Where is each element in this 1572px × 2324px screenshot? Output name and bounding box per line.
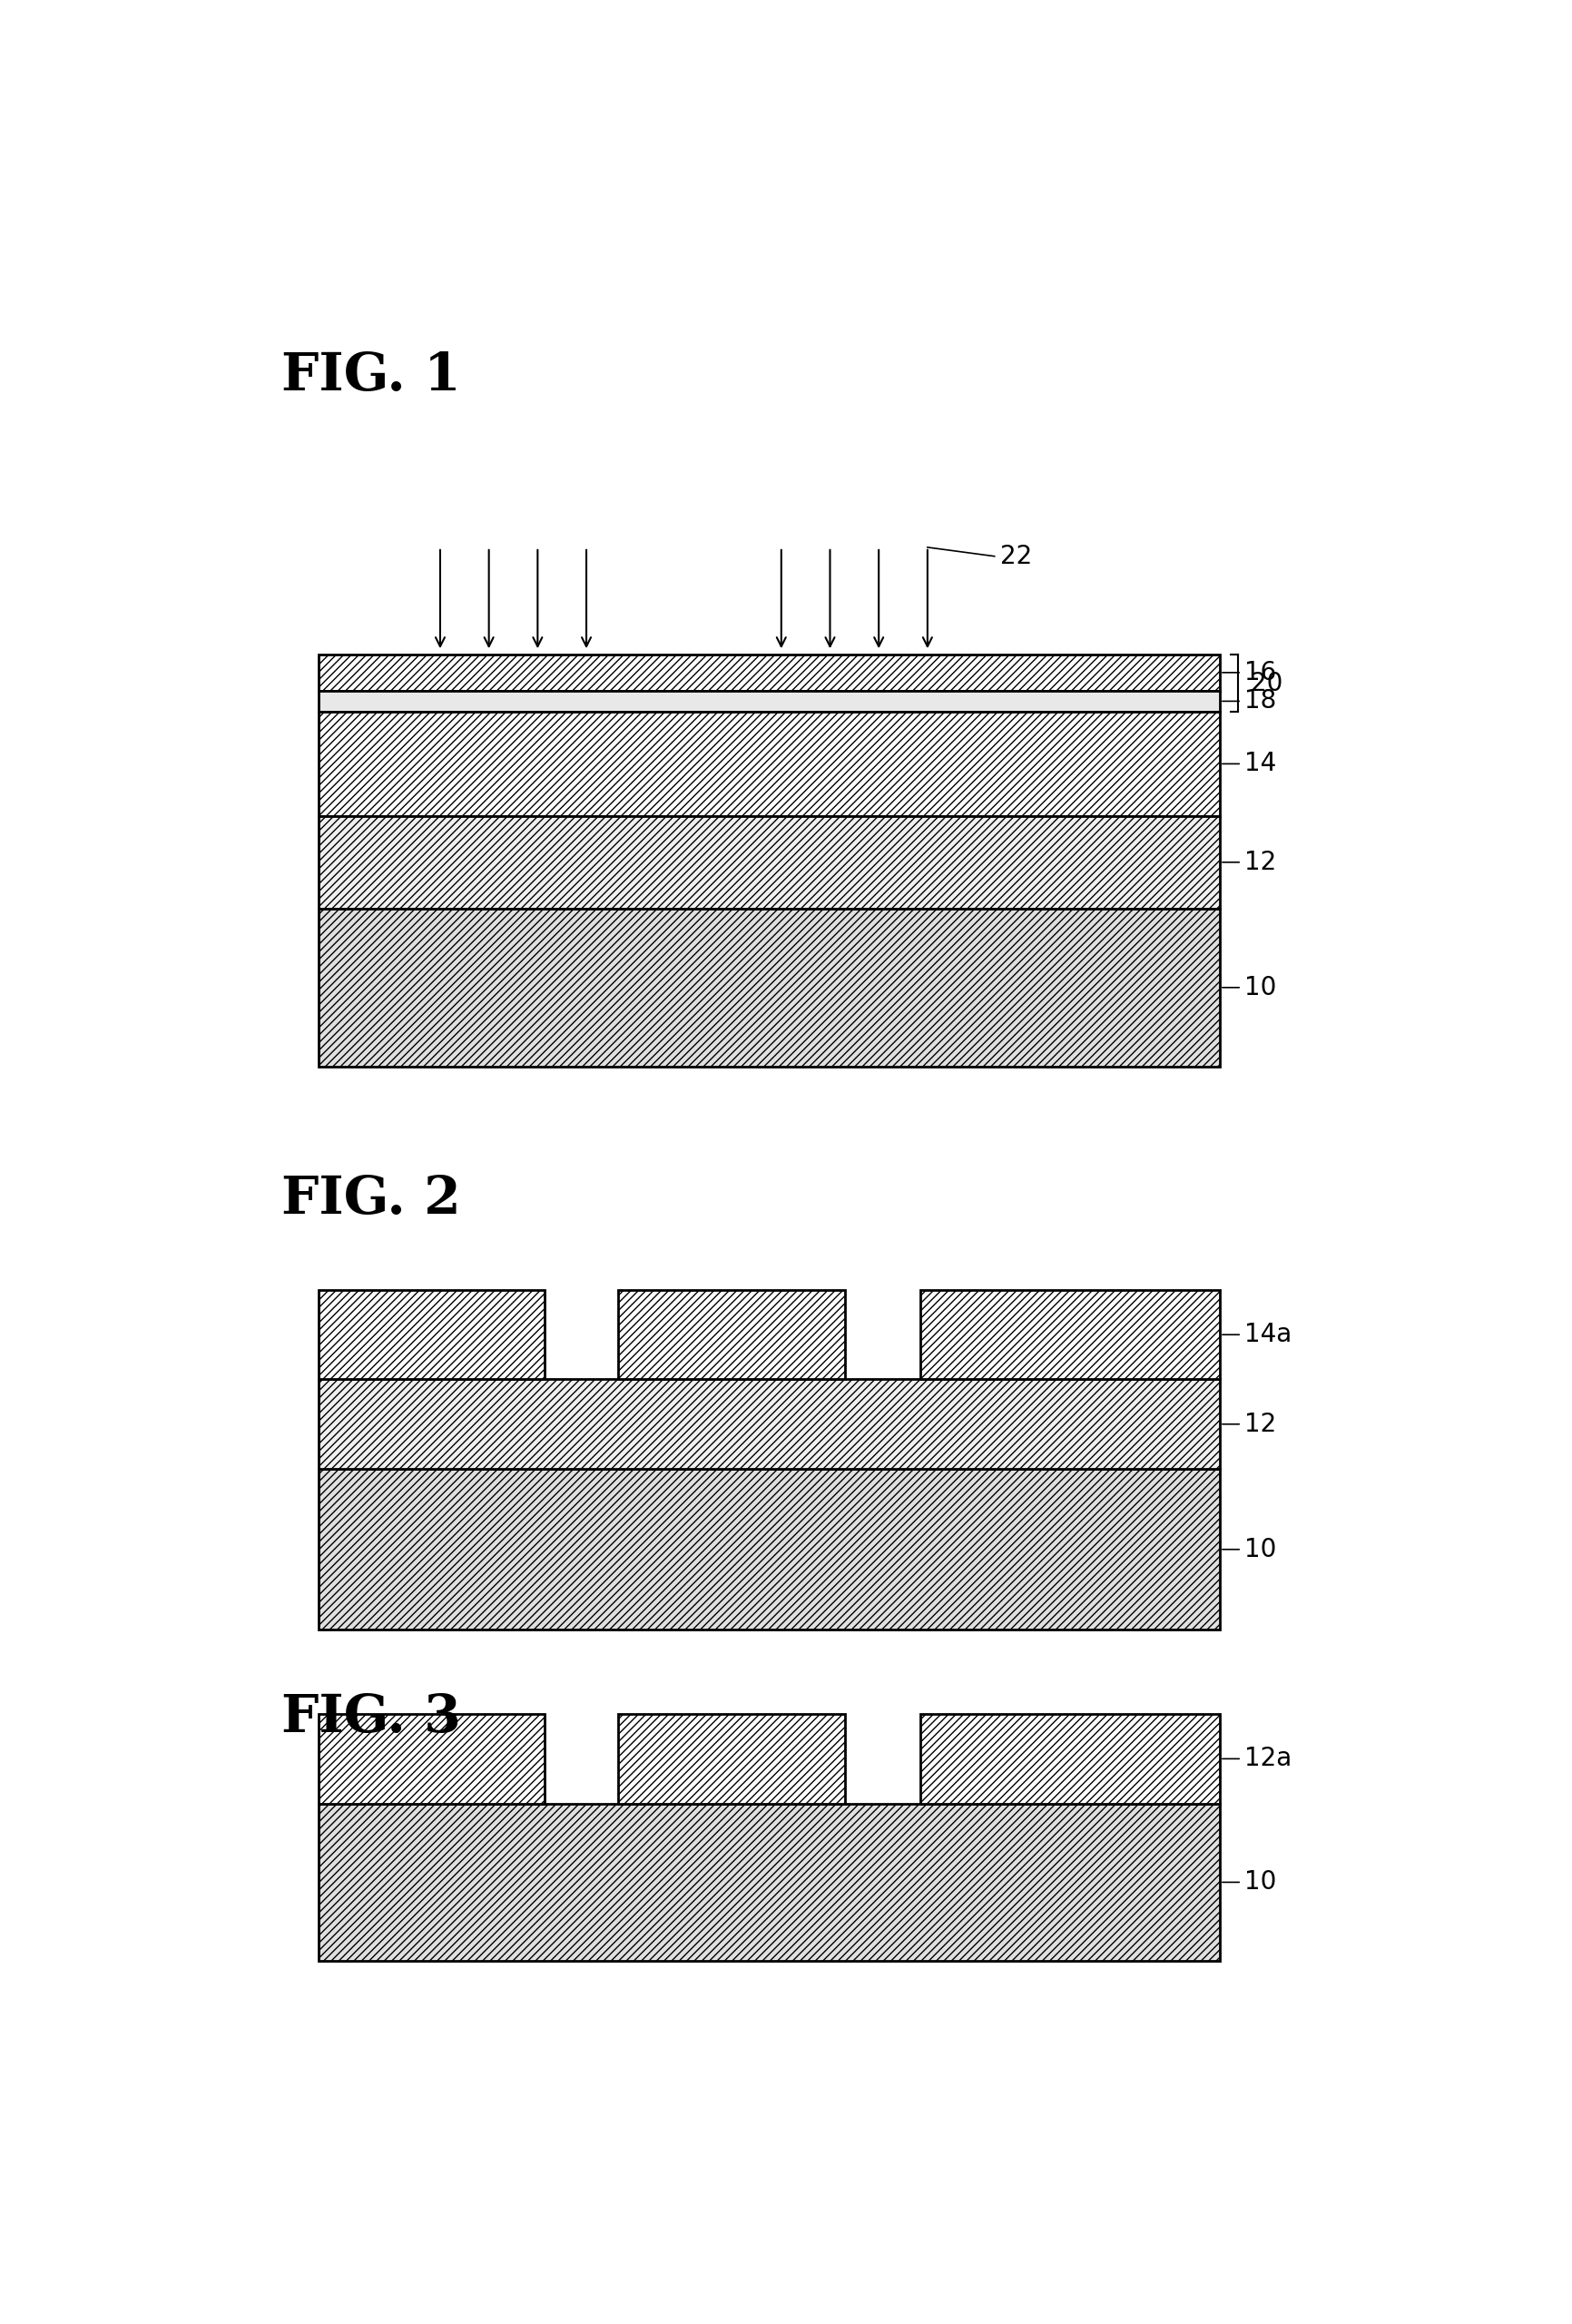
Bar [318, 1715, 545, 1803]
Text: 10: 10 [1223, 1536, 1276, 1562]
Bar [618, 1715, 844, 1803]
Text: 18: 18 [1223, 688, 1276, 713]
Text: FIG. 2: FIG. 2 [281, 1174, 461, 1225]
Bar [318, 1803, 1220, 1961]
Bar [318, 909, 1220, 1067]
Bar [920, 1715, 1220, 1803]
Text: 20: 20 [1250, 672, 1283, 695]
Text: 10: 10 [1223, 1868, 1276, 1894]
Bar [318, 690, 1220, 711]
Text: FIG. 3: FIG. 3 [281, 1692, 461, 1743]
Text: 14: 14 [1223, 751, 1276, 776]
Bar [318, 1290, 545, 1380]
Bar [318, 711, 1220, 816]
Text: 22: 22 [1001, 544, 1033, 569]
Bar [618, 1290, 844, 1380]
Text: 10: 10 [1223, 974, 1276, 999]
Bar [318, 1469, 1220, 1629]
Text: 12: 12 [1223, 851, 1276, 874]
Bar [318, 1380, 1220, 1469]
Bar [920, 1290, 1220, 1380]
Text: 12a: 12a [1223, 1745, 1292, 1771]
Text: 16: 16 [1223, 660, 1276, 686]
Text: FIG. 1: FIG. 1 [281, 351, 461, 402]
Bar [318, 655, 1220, 690]
Text: 12: 12 [1223, 1411, 1276, 1436]
Bar [318, 816, 1220, 909]
Text: 14a: 14a [1223, 1322, 1292, 1348]
